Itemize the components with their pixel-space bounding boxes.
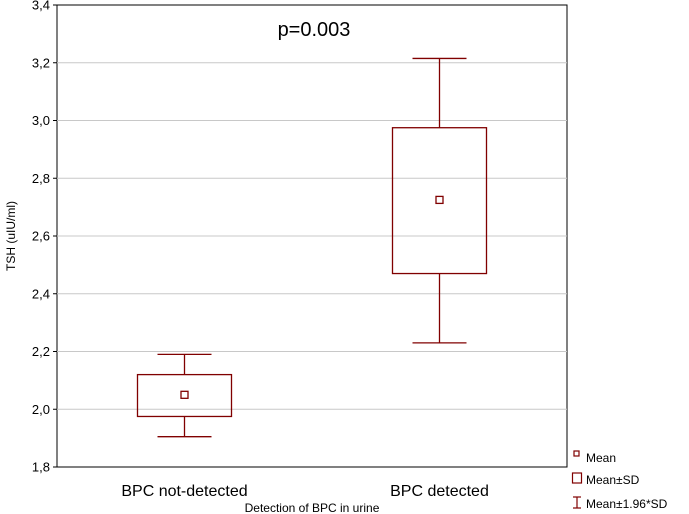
y-tick-label: 2,2: [32, 344, 50, 359]
y-tick-label: 3,0: [32, 113, 50, 128]
y-ticks: 1,8 2,0 2,2 2,4 2,6 2,8 3,0 3,2 3,4: [32, 0, 57, 475]
box-plots: [136, 57, 488, 438]
y-tick-label: 2,6: [32, 229, 50, 244]
x-category-label: BPC detected: [390, 483, 489, 500]
annotation-text: p=0.003: [278, 19, 351, 41]
y-axis-title: TSH (uIU/ml): [4, 201, 18, 271]
y-tick-label: 2,0: [32, 402, 50, 417]
legend-sd-label: Mean±SD: [586, 473, 640, 487]
y-tick-label: 2,8: [32, 171, 50, 186]
y-tick-label: 2,4: [32, 286, 50, 301]
sd-box: [391, 127, 488, 275]
legend: Mean Mean±SD Mean±1.96*SD: [571, 450, 668, 511]
legend-mean-marker: [573, 450, 580, 457]
mean-marker: [180, 390, 189, 399]
sd-box: [136, 373, 233, 418]
legend-mean-label: Mean: [586, 451, 616, 465]
box-not-detected: [136, 353, 233, 438]
y-tick-label: 3,4: [32, 0, 50, 13]
x-category-labels: BPC not-detected BPC detected: [121, 483, 489, 500]
mean-marker: [435, 195, 444, 205]
box-detected: [391, 57, 488, 344]
grid-lines: [57, 62, 567, 410]
legend-ci-label: Mean±1.96*SD: [586, 497, 668, 511]
x-axis-title: Detection of BPC in urine: [245, 501, 380, 514]
y-tick-label: 1,8: [32, 460, 50, 475]
y-tick-label: 3,2: [32, 55, 50, 70]
x-category-label: BPC not-detected: [121, 483, 247, 500]
legend-ci-marker: [573, 496, 581, 509]
legend-sd-marker: [571, 472, 583, 484]
